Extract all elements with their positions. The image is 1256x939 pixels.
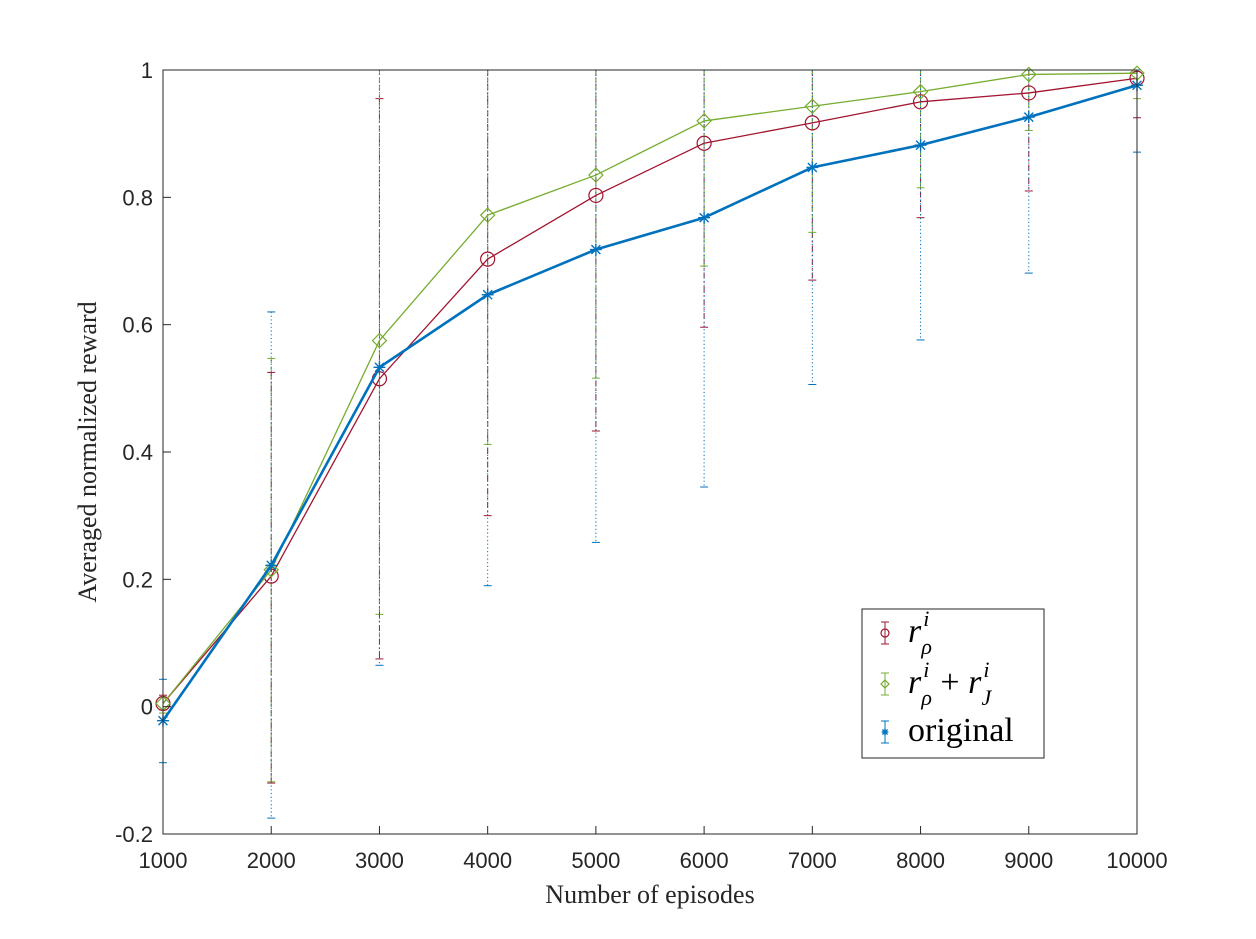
legend-item-r_rho_plus_r_J: ri ρ + ri J <box>880 657 992 710</box>
data-point-diamond <box>696 113 712 129</box>
data-point-diamond <box>479 207 496 224</box>
ticks-layer: 1000 2000 3000 4000 5000 6000 7000 8000 9000 1000… <box>115 58 1168 873</box>
legend-label: ri ρ + ri J <box>908 657 992 710</box>
data-point-asterisk <box>481 288 494 301</box>
x-tick-label: 1000 <box>139 848 188 873</box>
data-point-circle <box>480 251 496 267</box>
asterisk-stroke <box>915 140 926 151</box>
x-tick-label: 3000 <box>355 848 404 873</box>
legend-item-original: original <box>881 712 1014 749</box>
data-point-circle <box>588 187 604 204</box>
asterisk-stroke <box>1023 112 1034 123</box>
asterisk-stroke <box>881 728 889 736</box>
x-tick-label: 4000 <box>463 848 512 873</box>
data-point-asterisk <box>698 211 711 224</box>
data-point-asterisk <box>806 161 819 174</box>
y-tick-label: 0.8 <box>122 185 153 210</box>
legend-label-part: r <box>908 613 922 650</box>
legend-label-part: + <box>932 664 968 701</box>
legend-label-part: ρ <box>920 685 932 710</box>
data-point-circle <box>880 628 890 638</box>
legend-label-part: ρ <box>920 634 932 659</box>
asterisk-stroke <box>807 162 818 173</box>
y-tick-label: 0.2 <box>122 567 153 592</box>
data-point-circle <box>912 94 929 110</box>
x-tick-label: 5000 <box>571 848 620 873</box>
data-point-circle <box>804 115 820 131</box>
y-axis-title: Averaged normalized reward <box>73 301 102 602</box>
data-point-asterisk <box>373 361 386 374</box>
legend-label: original <box>908 712 1014 749</box>
data-point-circle <box>1021 85 1037 101</box>
x-tick-label: 10000 <box>1106 848 1167 873</box>
data-point-diamond <box>1020 66 1037 83</box>
asterisk-stroke <box>699 212 710 223</box>
legend-box <box>861 608 1045 759</box>
legend-label-part: i <box>923 657 929 682</box>
legend-label: ri ρ <box>908 606 932 659</box>
series-markers-r_rho_plus_r_J <box>155 65 1145 712</box>
data-point-circle <box>696 135 712 151</box>
error-bar <box>808 69 817 386</box>
y-tick-label: 0.4 <box>122 440 153 465</box>
y-tick-label: -0.2 <box>115 822 153 847</box>
data-point-diamond <box>880 679 890 689</box>
data-point-diamond <box>588 167 604 183</box>
data-point-asterisk <box>914 139 927 152</box>
x-tick-label: 7000 <box>788 848 837 873</box>
x-tick-label: 6000 <box>680 848 729 873</box>
data-point-asterisk <box>265 559 278 572</box>
error-bar <box>700 69 709 488</box>
error-bar <box>267 311 276 819</box>
data-point-asterisk <box>1022 111 1035 124</box>
data-point-diamond <box>804 98 821 115</box>
asterisk-stroke <box>374 362 385 373</box>
data-point-diamond <box>371 332 388 349</box>
y-tick-label: 1 <box>141 58 153 83</box>
x-axis-title: Number of episodes <box>545 880 754 909</box>
legend-item-r_rho: ri ρ <box>880 606 932 659</box>
data-point-diamond <box>912 83 929 100</box>
legend-label-part: i <box>923 606 929 631</box>
series-line-r_rho_plus_r_J <box>162 72 1138 704</box>
legend-label-part: J <box>981 685 992 710</box>
asterisk-stroke <box>482 289 493 300</box>
asterisk-stroke <box>590 244 601 255</box>
legend-label-part: r <box>968 664 982 701</box>
series-line-original <box>161 84 1138 722</box>
y-tick-label: 0.6 <box>122 313 153 338</box>
x-tick-label: 8000 <box>896 848 945 873</box>
x-tick-label: 2000 <box>247 848 296 873</box>
y-tick-label: 0 <box>141 695 153 720</box>
data-point-diamond <box>263 561 280 578</box>
x-tick-label: 9000 <box>1004 848 1053 873</box>
series-line-r_rho <box>162 77 1138 704</box>
legend-label-part: i <box>983 657 989 682</box>
asterisk-stroke <box>266 560 277 571</box>
data-point-asterisk <box>589 243 602 256</box>
data-point-asterisk <box>881 728 889 736</box>
legend-label-part: r <box>908 664 922 701</box>
